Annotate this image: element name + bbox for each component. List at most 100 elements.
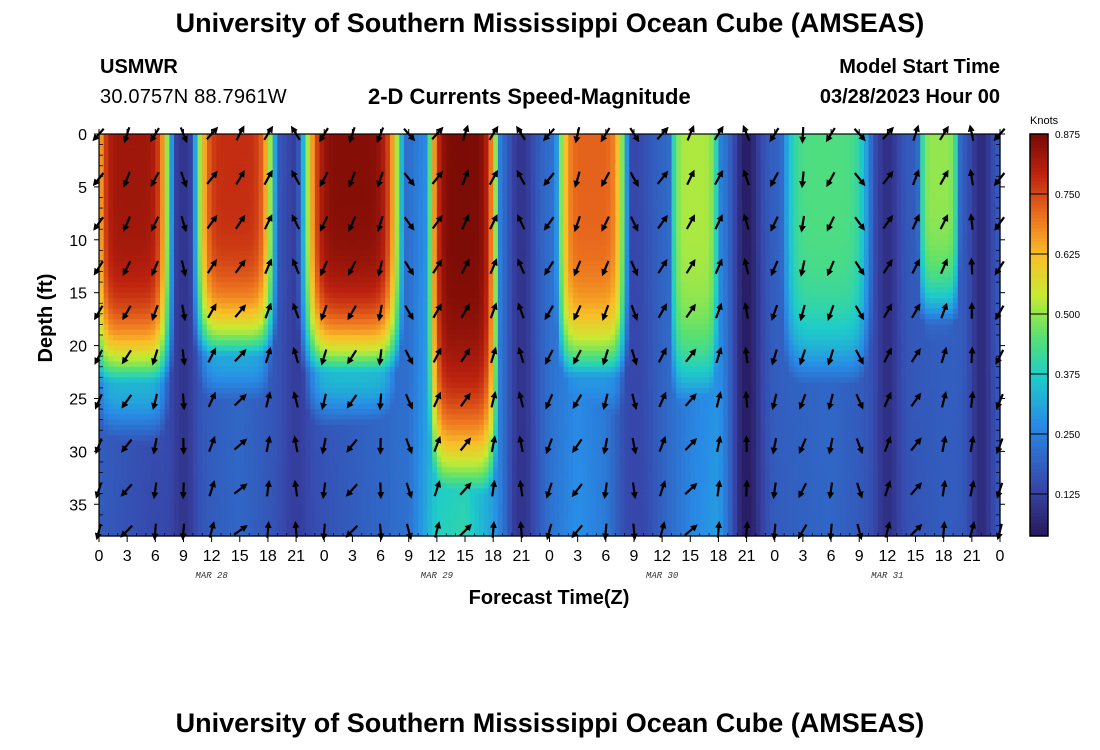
- heatmap-cell: [131, 504, 138, 511]
- heatmap-cell: [183, 282, 189, 288]
- heatmap-cell: [103, 361, 109, 368]
- heatmap-cell: [178, 282, 185, 288]
- heatmap-cell: [235, 409, 241, 415]
- heatmap-cell: [127, 493, 133, 500]
- heatmap-cell: [258, 260, 264, 267]
- heatmap-cell: [239, 456, 246, 463]
- heatmap-cell: [286, 139, 292, 146]
- heatmap-cell: [225, 313, 231, 320]
- heatmap-cell: [272, 377, 278, 384]
- heatmap-cell: [235, 340, 241, 347]
- heatmap-cell: [296, 234, 302, 241]
- heatmap-cell: [324, 456, 330, 463]
- heatmap-cell: [333, 218, 339, 225]
- heatmap-cell: [188, 208, 194, 214]
- heatmap-cell: [343, 134, 349, 140]
- heatmap-cell: [122, 202, 128, 209]
- heatmap-cell: [131, 493, 138, 500]
- heatmap-cell: [305, 255, 311, 262]
- heatmap-cell: [117, 387, 124, 394]
- heatmap-cell: [174, 218, 180, 225]
- heatmap-cell: [338, 308, 344, 315]
- heatmap-cell: [155, 525, 161, 532]
- heatmap-cell: [310, 134, 316, 140]
- heatmap-cell: [324, 308, 330, 315]
- heatmap-cell: [263, 234, 269, 241]
- heatmap-cell: [164, 382, 170, 389]
- heatmap-cell: [324, 292, 330, 299]
- heatmap-cell: [324, 239, 330, 246]
- heatmap-cell: [399, 467, 405, 474]
- heatmap-cell: [366, 345, 372, 352]
- heatmap-cell: [338, 414, 344, 421]
- heatmap-cell: [319, 345, 325, 352]
- heatmap-cell: [394, 393, 400, 400]
- heatmap-cell: [99, 345, 105, 352]
- heatmap-cell: [169, 377, 175, 384]
- heatmap-cell: [244, 313, 250, 320]
- heatmap-cell: [343, 345, 349, 352]
- heatmap-cell: [192, 176, 199, 183]
- heatmap-cell: [108, 461, 114, 468]
- heatmap-cell: [328, 520, 335, 527]
- heatmap-cell: [394, 514, 400, 521]
- heatmap-cell: [197, 340, 203, 347]
- heatmap-cell: [117, 477, 124, 484]
- heatmap-cell: [394, 398, 400, 405]
- heatmap-cell: [202, 165, 208, 172]
- heatmap-cell: [375, 213, 382, 220]
- heatmap-cell: [253, 514, 260, 521]
- heatmap-cell: [371, 271, 377, 278]
- heatmap-cell: [361, 192, 368, 199]
- heatmap-cell: [357, 160, 363, 167]
- heatmap-cell: [225, 176, 231, 183]
- heatmap-cell: [272, 520, 278, 527]
- heatmap-cell: [202, 472, 208, 479]
- heatmap-cell: [145, 467, 152, 474]
- heatmap-cell: [314, 498, 321, 505]
- heatmap-cell: [235, 403, 241, 410]
- heatmap-cell: [169, 255, 175, 262]
- heatmap-cell: [103, 451, 109, 458]
- heatmap-cell: [117, 181, 124, 188]
- heatmap-cell: [136, 382, 142, 389]
- heatmap-cell: [221, 239, 227, 246]
- heatmap-cell: [160, 472, 166, 479]
- heatmap-cell: [206, 292, 213, 299]
- heatmap-cell: [150, 387, 156, 394]
- heatmap-cell: [389, 525, 396, 532]
- heatmap-cell: [314, 266, 321, 273]
- heatmap-cell: [192, 245, 199, 251]
- heatmap-cell: [122, 382, 128, 389]
- heatmap-cell: [253, 218, 260, 225]
- heatmap-cell: [169, 181, 175, 188]
- heatmap-cell: [310, 165, 316, 172]
- heatmap-cell: [267, 308, 274, 315]
- heatmap-cell: [122, 414, 128, 421]
- heatmap-cell: [249, 181, 255, 188]
- heatmap-cell: [338, 424, 344, 431]
- heatmap-cell: [103, 488, 109, 495]
- heatmap-cell: [352, 329, 358, 336]
- heatmap-cell: [300, 530, 307, 537]
- heatmap-cell: [371, 424, 377, 431]
- heatmap-cell: [183, 387, 189, 394]
- heatmap-cell: [221, 435, 227, 442]
- heatmap-cell: [371, 234, 377, 241]
- heatmap-cell: [160, 149, 166, 156]
- heatmap-cell: [375, 498, 382, 505]
- heatmap-cell: [108, 134, 114, 140]
- heatmap-cell: [192, 435, 199, 442]
- heatmap-cell: [399, 366, 405, 373]
- heatmap-cell: [113, 345, 119, 352]
- heatmap-cell: [122, 165, 128, 172]
- heatmap-cell: [169, 260, 175, 267]
- heatmap-cell: [169, 171, 175, 177]
- heatmap-cell: [361, 435, 368, 442]
- heatmap-cell: [122, 282, 128, 288]
- heatmap-cell: [371, 361, 377, 368]
- heatmap-cell: [230, 202, 236, 209]
- heatmap-cell: [385, 250, 391, 257]
- heatmap-cell: [211, 446, 217, 452]
- heatmap-cell: [333, 139, 339, 146]
